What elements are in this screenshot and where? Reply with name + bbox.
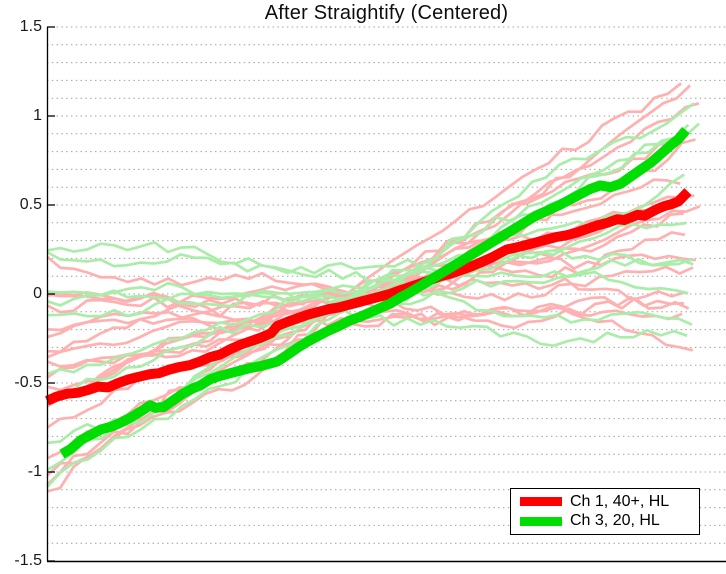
legend-item-ch1: Ch 1, 40+, HL: [511, 493, 699, 511]
background-traces: [46, 82, 701, 493]
legend-label-ch1: Ch 1, 40+, HL: [570, 492, 670, 510]
chart-title: After Straightify (Centered): [264, 2, 509, 24]
y-tick-label: 1.5: [19, 18, 42, 35]
legend-swatch-red-line: [520, 497, 562, 507]
legend-swatch-green-line: [520, 516, 562, 526]
y-tick-label: -1: [27, 463, 42, 480]
trial-trace-green: [46, 248, 694, 307]
legend-label-ch3: Ch 3, 20, HL: [570, 512, 660, 530]
y-tick-label: 0: [33, 285, 42, 302]
trial-trace-green: [46, 240, 693, 326]
trial-trace-green: [46, 123, 690, 445]
legend: Ch 1, 40+, HL Ch 3, 20, HL: [510, 488, 700, 535]
series-line-ch3: [59, 127, 690, 459]
y-tick-label: 1: [33, 107, 42, 124]
y-tick-label: 0.5: [19, 196, 42, 213]
axes: [46, 26, 726, 563]
trial-trace-pink: [46, 295, 684, 368]
legend-item-ch3: Ch 3, 20, HL: [511, 512, 699, 530]
series-line-ch1: [45, 188, 692, 406]
y-tick-label: -0.5: [14, 374, 42, 391]
y-tick-label: -1.5: [14, 552, 42, 569]
trial-trace-green: [46, 173, 685, 405]
trial-trace-green: [46, 250, 689, 295]
